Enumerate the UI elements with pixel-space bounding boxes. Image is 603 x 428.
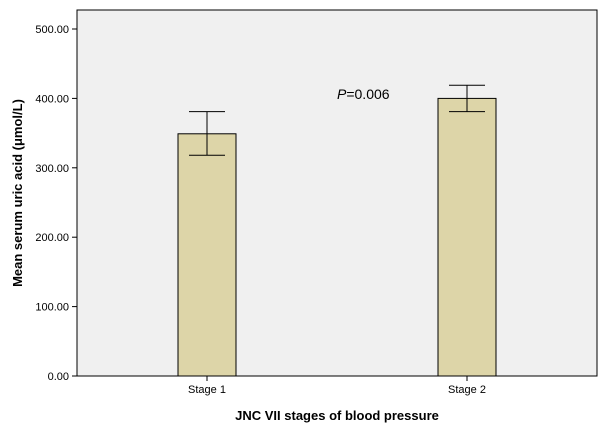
- plot-area: [76, 9, 598, 377]
- x-tick-label: Stage 1: [188, 384, 226, 396]
- y-tick-label: 100.00: [35, 302, 69, 314]
- x-tick-label: Stage 2: [448, 384, 486, 396]
- bars-group: [177, 84, 497, 377]
- p-label: P: [337, 86, 347, 102]
- y-axis-ticks: 0.00 100.00 200.00 300.00 400.00 500.00: [35, 24, 77, 383]
- y-tick-label: 200.00: [35, 232, 69, 244]
- p-value: =0.006: [346, 86, 389, 102]
- p-value-annotation: P=0.006: [337, 86, 390, 102]
- bar-stage-1: [177, 133, 237, 377]
- y-tick-label: 500.00: [35, 24, 69, 36]
- x-axis-ticks: Stage 1 Stage 2: [188, 376, 486, 396]
- y-tick-label: 400.00: [35, 93, 69, 105]
- y-tick-label: 300.00: [35, 163, 69, 175]
- y-axis-title: Mean serum uric acid (μmol/L): [10, 99, 25, 287]
- y-tick-label: 0.00: [48, 371, 69, 383]
- bar-stage-2: [437, 97, 497, 377]
- x-axis-title: JNC VII stages of blood pressure: [235, 408, 439, 423]
